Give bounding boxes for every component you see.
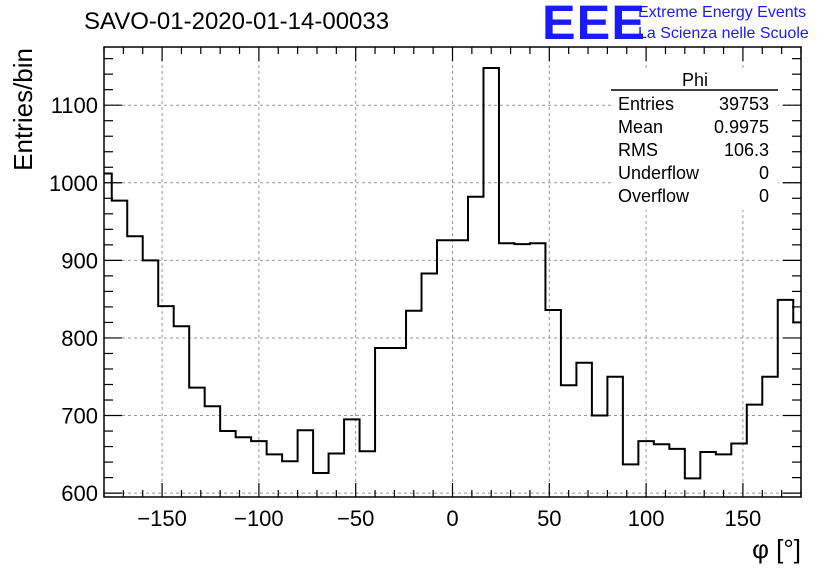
stats-box-title: Phi xyxy=(682,70,708,90)
axis-ticks xyxy=(103,47,802,497)
histogram-line xyxy=(104,66,801,480)
stats-row-value: 0 xyxy=(759,163,769,183)
x-tick-label: −50 xyxy=(337,506,374,531)
stats-box-rows: Entries 39753 Mean 0.9975 RMS 106.3 Underflow 0… xyxy=(618,94,769,206)
x-tick-label: 50 xyxy=(537,506,561,531)
stats-row-label: Mean xyxy=(618,117,663,137)
y-axis-title: Entries/bin xyxy=(8,48,38,171)
stats-row-value: 0 xyxy=(759,186,769,206)
stats-row-label: RMS xyxy=(618,140,658,160)
stats-box-background xyxy=(611,70,778,210)
logo-subtitle-line1: Extreme Energy Events xyxy=(638,4,807,21)
y-tick-label: 700 xyxy=(61,404,98,429)
y-tick-label: 600 xyxy=(61,481,98,506)
stats-row-label: Entries xyxy=(618,94,674,114)
chart-title: SAVO-01-2020-01-14-00033 xyxy=(84,8,390,35)
stats-row-label: Overflow xyxy=(618,186,690,206)
y-tick-label: 1000 xyxy=(49,171,98,196)
stats-box: Phi Entries 39753 Mean 0.9975 RMS 106.3 Underf… xyxy=(611,70,778,210)
stats-row-value: 106.3 xyxy=(724,140,769,160)
stats-row-value: 39753 xyxy=(719,94,769,114)
x-tick-label: 0 xyxy=(446,506,458,531)
y-tick-label: 1100 xyxy=(51,93,98,118)
y-tick-labels: 600 700 800 900 1000 1100 xyxy=(49,93,98,506)
x-tick-labels: −150 −100 −50 0 50 100 150 xyxy=(137,506,761,531)
eee-logo: EEE xyxy=(542,0,646,50)
x-axis-title: φ [°] xyxy=(752,534,801,564)
y-tick-label: 900 xyxy=(61,248,98,273)
histogram-bins xyxy=(104,66,801,480)
stats-row-label: Underflow xyxy=(618,163,700,183)
x-tick-label: 100 xyxy=(628,506,665,531)
x-tick-label: −150 xyxy=(137,506,187,531)
stats-row-value: 0.9975 xyxy=(714,117,769,137)
y-tick-label: 800 xyxy=(61,326,98,351)
logo-subtitle-line2: La Scienza nelle Scuole xyxy=(638,25,809,42)
x-tick-label: −100 xyxy=(234,506,284,531)
x-tick-label: 150 xyxy=(725,506,762,531)
